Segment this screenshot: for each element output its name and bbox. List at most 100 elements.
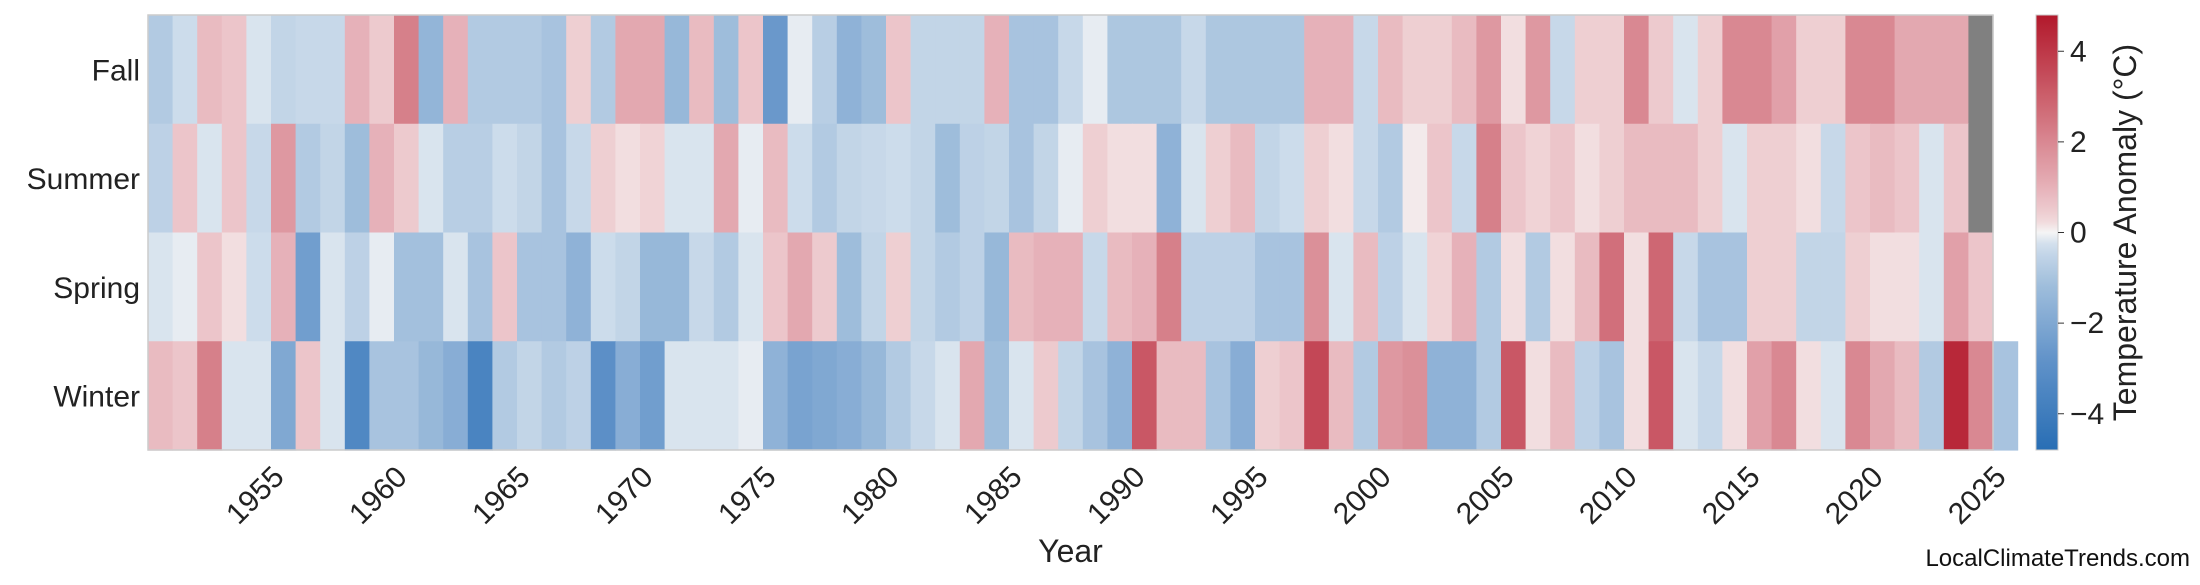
x-tick-label-1995: 1995: [1204, 460, 1275, 531]
heatmap-cell-winter-2019: [1820, 341, 1846, 451]
heatmap-cell-summer-1974: [713, 123, 739, 234]
heatmap-cell-summer-2013: [1673, 123, 1699, 234]
heatmap-cell-summer-1977: [787, 123, 813, 234]
heatmap-cell-summer-1993: [1181, 123, 1207, 234]
heatmap-cell-fall-1970: [615, 15, 641, 125]
heatmap-cell-winter-1986: [1009, 341, 1035, 451]
heatmap-cell-fall-1991: [1132, 15, 1158, 125]
heatmap-cell-summer-1983: [935, 123, 961, 234]
heatmap-cells: [148, 15, 2019, 451]
heatmap-cell-winter-1975: [738, 341, 764, 451]
heatmap-cell-spring-2025: [1968, 232, 1994, 342]
heatmap-cell-spring-1996: [1255, 232, 1281, 342]
heatmap-cell-fall-1966: [517, 15, 543, 125]
heatmap-cell-winter-1966: [517, 341, 543, 451]
heatmap-cell-spring-1974: [713, 232, 739, 342]
heatmap-cell-fall-1974: [713, 15, 739, 125]
heatmap-cell-spring-1961: [394, 232, 420, 342]
heatmap-cell-winter-1987: [1033, 341, 1059, 451]
heatmap-cell-spring-1985: [984, 232, 1010, 342]
heatmap-cell-summer-1970: [615, 123, 641, 234]
heatmap-cell-summer-1997: [1279, 123, 1305, 234]
heatmap-cell-summer-2005: [1476, 123, 1502, 234]
heatmap-cell-winter-1988: [1058, 341, 1084, 451]
heatmap-cell-fall-2007: [1525, 15, 1551, 125]
x-tick-label-1955: 1955: [220, 460, 291, 531]
heatmap-cell-spring-2011: [1624, 232, 1650, 342]
heatmap-cell-spring-1967: [541, 232, 567, 342]
heatmap-cell-spring-1979: [836, 232, 862, 342]
heatmap-cell-winter-1993: [1181, 341, 1207, 451]
heatmap-cell-summer-2020: [1845, 123, 1871, 234]
heatmap-cell-fall-1999: [1328, 15, 1354, 125]
heatmap-cell-summer-2000: [1353, 123, 1379, 234]
heatmap-cell-fall-2020: [1845, 15, 1871, 125]
heatmap-cell-spring-1956: [271, 232, 297, 342]
heatmap-cell-winter-1962: [418, 341, 444, 451]
heatmap-cell-winter-1992: [1156, 341, 1182, 451]
heatmap-cell-spring-2010: [1599, 232, 1625, 342]
heatmap-cell-summer-1980: [861, 123, 887, 234]
heatmap-cell-spring-1993: [1181, 232, 1207, 342]
heatmap-cell-winter-2018: [1796, 341, 1822, 451]
heatmap-cell-summer-1964: [467, 123, 493, 234]
heatmap-cell-summer-1990: [1107, 123, 1133, 234]
x-tick-label-1985: 1985: [958, 460, 1029, 531]
heatmap-cell-spring-1970: [615, 232, 641, 342]
colorbar-tick-label: −4: [2070, 398, 2104, 431]
x-tick-label-1990: 1990: [1081, 460, 1152, 531]
heatmap-cell-winter-2021: [1870, 341, 1896, 451]
heatmap-cell-fall-2023: [1919, 15, 1945, 125]
heatmap-cell-spring-1957: [295, 232, 321, 342]
x-tick-label-2005: 2005: [1450, 460, 1521, 531]
x-tick-label-1975: 1975: [712, 460, 783, 531]
heatmap-cell-summer-1961: [394, 123, 420, 234]
heatmap-cell-fall-1962: [418, 15, 444, 125]
heatmap-cell-spring-2024: [1943, 232, 1969, 342]
heatmap-cell-winter-1958: [320, 341, 346, 451]
heatmap-cell-fall-2011: [1624, 15, 1650, 125]
heatmap-cell-winter-1980: [861, 341, 887, 451]
heatmap-cell-winter-1997: [1279, 341, 1305, 451]
heatmap-cell-winter-1985: [984, 341, 1010, 451]
heatmap-cell-summer-1951: [148, 123, 174, 234]
heatmap-cell-fall-1955: [246, 15, 272, 125]
heatmap-cell-fall-1968: [566, 15, 592, 125]
heatmap-cell-spring-1976: [763, 232, 789, 342]
heatmap-cell-fall-1963: [443, 15, 469, 125]
heatmap-cell-spring-1955: [246, 232, 272, 342]
heatmap-cell-spring-1951: [148, 232, 174, 342]
heatmap-cell-fall-2015: [1722, 15, 1748, 125]
heatmap-cell-fall-1987: [1033, 15, 1059, 125]
season-label-fall: Fall: [92, 54, 140, 87]
heatmap-cell-summer-2021: [1870, 123, 1896, 234]
year-tick-labels: 1955 1960 1965 1970 1975 1980 1985 1990 1995 2000…: [220, 460, 2013, 531]
heatmap-cell-spring-1959: [344, 232, 370, 342]
x-tick-label-1965: 1965: [466, 460, 537, 531]
heatmap-cell-fall-1984: [959, 15, 985, 125]
x-axis-title: Year: [1038, 533, 1103, 569]
heatmap-cell-fall-1953: [197, 15, 223, 125]
heatmap-cell-spring-1999: [1328, 232, 1354, 342]
heatmap-cell-fall-2014: [1697, 15, 1723, 125]
heatmap-cell-winter-2011: [1624, 341, 1650, 451]
heatmap-cell-spring-1960: [369, 232, 395, 342]
heatmap-cell-summer-2004: [1451, 123, 1477, 234]
heatmap-cell-winter-1964: [467, 341, 493, 451]
heatmap-cell-winter-2003: [1427, 341, 1453, 451]
heatmap-cell-summer-1991: [1132, 123, 1158, 234]
heatmap-cell-summer-2019: [1820, 123, 1846, 234]
heatmap-cell-spring-2008: [1550, 232, 1576, 342]
heatmap-cell-summer-2014: [1697, 123, 1723, 234]
plot-frame: [147, 14, 1994, 451]
heatmap-cell-fall-2019: [1820, 15, 1846, 125]
heatmap-cell-winter-1951: [148, 341, 174, 451]
heatmap-cell-winter-1996: [1255, 341, 1281, 451]
heatmap-cell-fall-1977: [787, 15, 813, 125]
colorbar-tick-label: 0: [2070, 217, 2087, 250]
heatmap-cell-spring-1978: [812, 232, 838, 342]
season-label-summer: Summer: [27, 163, 140, 196]
heatmap-cell-spring-2004: [1451, 232, 1477, 342]
heatmap-cell-fall-1995: [1230, 15, 1256, 125]
heatmap-cell-spring-1988: [1058, 232, 1084, 342]
